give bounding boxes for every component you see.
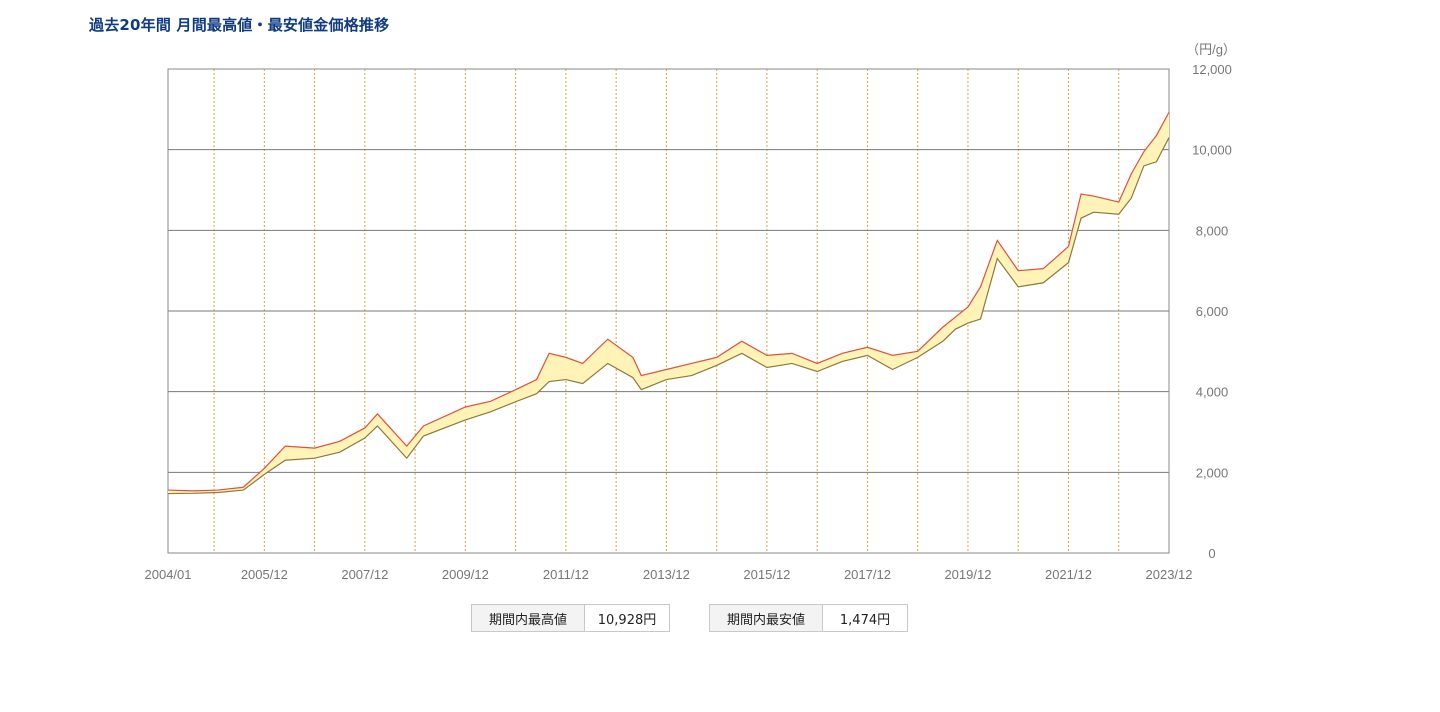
- y-tick-label: 6,000: [1196, 304, 1229, 319]
- y-tick-label: 2,000: [1196, 465, 1229, 480]
- x-tick-label: 2023/12: [1146, 567, 1193, 582]
- x-tick-label: 2015/12: [743, 567, 790, 582]
- x-tick-label: 2021/12: [1045, 567, 1092, 582]
- y-tick-label: 0: [1208, 546, 1215, 561]
- plot-border: [167, 68, 1170, 554]
- y-tick-label: 12,000: [1192, 62, 1232, 77]
- y-tick-label: 4,000: [1196, 385, 1229, 400]
- low-price-line: [167, 137, 1170, 495]
- x-tick-label: 2017/12: [844, 567, 891, 582]
- y-tick-label: 10,000: [1192, 143, 1232, 158]
- high-price-line: [167, 111, 1170, 492]
- x-tick-label: 2013/12: [643, 567, 690, 582]
- x-tick-label: 2007/12: [341, 567, 388, 582]
- period-high-value: 10,928円: [597, 612, 657, 628]
- y-unit-label: （円/g）: [1186, 42, 1236, 57]
- period-low-label: 期間内最安値: [710, 605, 823, 631]
- period-low-value: 1,474円: [839, 612, 891, 628]
- x-tick-label: 2009/12: [442, 567, 489, 582]
- period-high-box: 期間内最高値 10,928円: [471, 604, 670, 632]
- price-chart: 0 2,000 4,000 6,000 8,000 10,000 12,000 （円/g） 20…: [145, 42, 1236, 582]
- high-low-band: [168, 112, 1169, 494]
- x-tick-label: 2019/12: [944, 567, 991, 582]
- y-tick-label: 8,000: [1196, 223, 1229, 238]
- x-tick-label: 2004/01: [145, 567, 192, 582]
- x-tick-label: 2005/12: [241, 567, 288, 582]
- x-tick-label: 2011/12: [543, 567, 589, 582]
- chart-title: 過去20年間 月間最高値・最安値金価格推移: [89, 16, 390, 34]
- period-low-box: 期間内最安値 1,474円: [709, 604, 908, 632]
- period-high-label: 期間内最高値: [472, 605, 585, 631]
